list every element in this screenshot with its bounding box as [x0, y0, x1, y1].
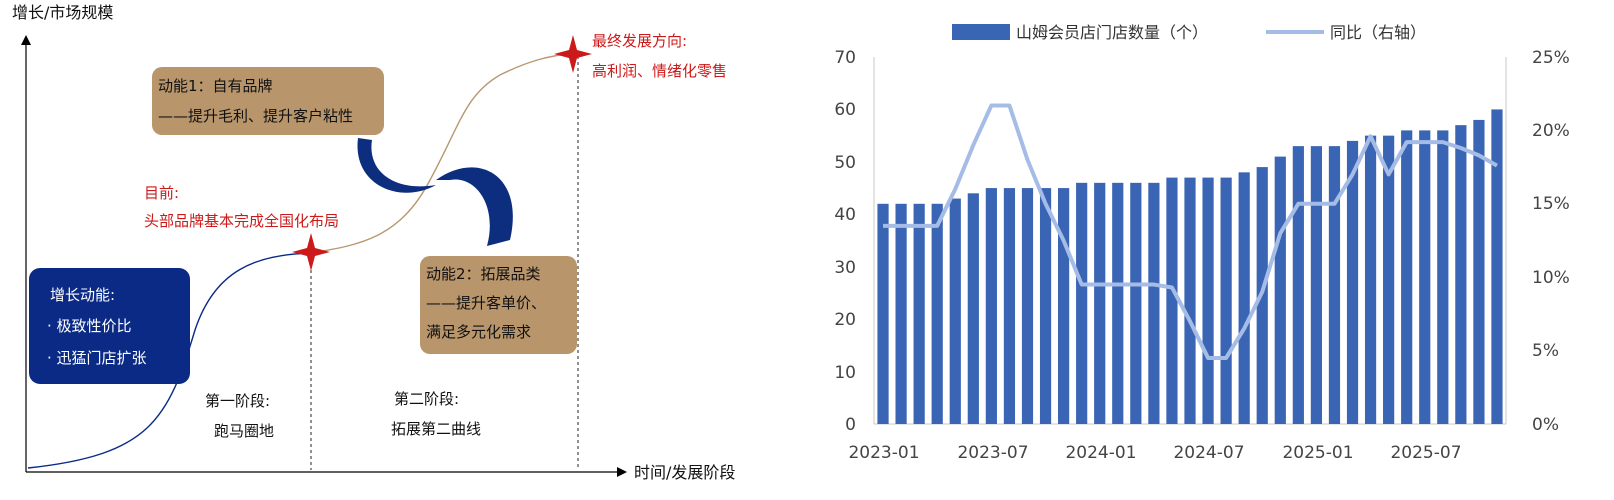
growth-drivers-title: 增长动能:	[50, 286, 115, 304]
y-left-tick-10: 10	[834, 363, 856, 383]
y-right-tick-10: 10%	[1532, 268, 1570, 288]
bar-23	[1293, 146, 1304, 424]
bar-14	[1130, 183, 1141, 424]
final-direction-text: 高利润、情绪化零售	[592, 62, 727, 80]
bar-13	[1112, 183, 1123, 424]
legend-bar-swatch	[952, 24, 1010, 40]
growth-stage-diagram: 增长/市场规模 时间/发展阶段 增长动能: · 极致性价比 · 迅猛门店扩张 动…	[0, 0, 800, 496]
bar-0	[877, 204, 888, 424]
bar-9	[1040, 188, 1051, 424]
diagram-x-axis-label: 时间/发展阶段	[634, 463, 735, 482]
stage2-title: 第二阶段:	[394, 390, 459, 408]
bar-30	[1419, 130, 1430, 424]
store-count-chart: 山姆会员店门店数量（个） 同比（右轴） 0 10 20 30 40 50 60 …	[830, 0, 1614, 496]
bar-20	[1239, 172, 1250, 424]
bar-15	[1148, 183, 1159, 424]
bar-5	[968, 193, 979, 424]
driver1-detail: ——提升毛利、提升客户粘性	[158, 107, 353, 125]
y-right-tick-0: 0%	[1532, 415, 1559, 435]
y-left-tick-50: 50	[834, 153, 856, 173]
bar-2	[914, 204, 925, 424]
bar-28	[1383, 136, 1394, 424]
bar-19	[1221, 178, 1232, 424]
bar-31	[1437, 130, 1448, 424]
legend-line-label: 同比（右轴）	[1330, 23, 1426, 42]
bar-6	[986, 188, 997, 424]
driver2-detail-2: 满足多元化需求	[426, 323, 531, 341]
diagram-y-axis-label: 增长/市场规模	[12, 3, 113, 22]
y-left-tick-30: 30	[834, 258, 856, 278]
bar-10	[1058, 188, 1069, 424]
bar-17	[1184, 178, 1195, 424]
current-status-text: 头部品牌基本完成全国化布局	[144, 212, 339, 230]
bar-22	[1275, 157, 1286, 424]
y-left-tick-20: 20	[834, 310, 856, 330]
bar-11	[1076, 183, 1087, 424]
x-tick-2025-01: 2025-01	[1282, 443, 1353, 463]
bars-layer	[877, 109, 1502, 424]
x-tick-2024-07: 2024-07	[1173, 443, 1244, 463]
diagram-canvas: 增长/市场规模 时间/发展阶段 增长动能: · 极致性价比 · 迅猛门店扩张 动…	[0, 0, 800, 496]
bar-1	[895, 204, 906, 424]
final-target-star	[554, 35, 592, 73]
x-tick-2025-07: 2025-07	[1390, 443, 1461, 463]
driver2-detail-1: ——提升客单价、	[426, 294, 546, 312]
final-direction-title: 最终发展方向:	[592, 32, 687, 50]
y-right-tick-5: 5%	[1532, 341, 1559, 361]
bar-12	[1094, 183, 1105, 424]
bar-27	[1365, 136, 1376, 424]
x-tick-2023-07: 2023-07	[957, 443, 1028, 463]
bar-29	[1401, 130, 1412, 424]
driver1-title: 动能1：自有品牌	[158, 77, 273, 95]
stage1-title: 第一阶段:	[205, 392, 270, 410]
bar-4	[950, 199, 961, 424]
legend-bar-label: 山姆会员店门店数量（个）	[1016, 23, 1208, 42]
bar-8	[1022, 188, 1033, 424]
current-status-title: 目前:	[144, 184, 179, 202]
y-right-tick-15: 15%	[1532, 194, 1570, 214]
y-left-tick-40: 40	[834, 205, 856, 225]
swirl-arrow-lower	[436, 167, 513, 246]
bar-7	[1004, 188, 1015, 424]
y-right-tick-20: 20%	[1532, 121, 1570, 141]
stage1-text: 跑马圈地	[214, 422, 274, 440]
growth-driver-item-2: · 迅猛门店扩张	[47, 349, 147, 367]
x-tick-2024-01: 2024-01	[1065, 443, 1136, 463]
y-right-tick-25: 25%	[1532, 48, 1570, 68]
x-tick-2023-01: 2023-01	[848, 443, 919, 463]
y-left-tick-0: 0	[845, 415, 856, 435]
bar-33	[1473, 120, 1484, 424]
bar-25	[1329, 146, 1340, 424]
y-left-tick-60: 60	[834, 100, 856, 120]
growth-driver-item-1: · 极致性价比	[47, 317, 132, 335]
bar-3	[932, 204, 943, 424]
bar-16	[1166, 178, 1177, 424]
bar-18	[1202, 178, 1213, 424]
y-left-tick-70: 70	[834, 48, 856, 68]
driver2-title: 动能2：拓展品类	[426, 265, 541, 283]
chart-canvas: 山姆会员店门店数量（个） 同比（右轴） 0 10 20 30 40 50 60 …	[830, 0, 1614, 496]
bar-34	[1491, 109, 1502, 424]
bar-32	[1455, 125, 1466, 424]
bar-24	[1311, 146, 1322, 424]
swirl-arrow-upper	[357, 138, 436, 193]
current-position-star	[292, 233, 330, 271]
stage2-text: 拓展第二曲线	[391, 420, 481, 438]
